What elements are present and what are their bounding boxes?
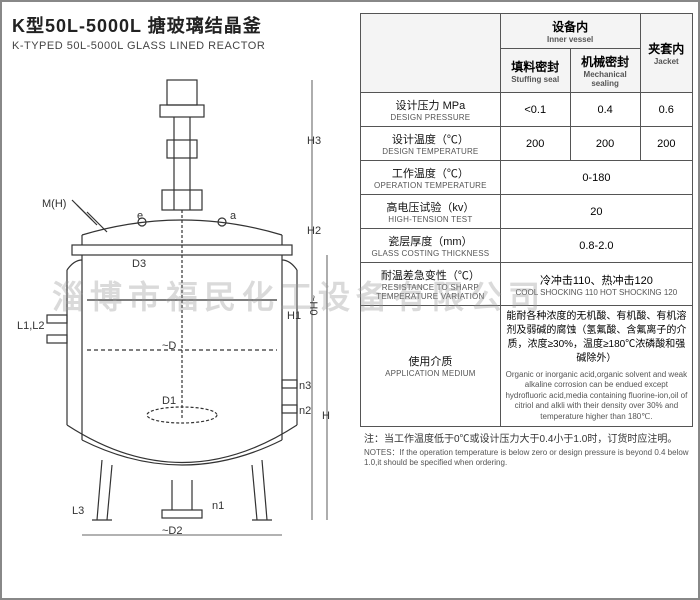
label-h3: H3 xyxy=(307,135,321,147)
notes-en: NOTES：If the operation temperature is be… xyxy=(364,448,689,469)
r2-v1: 200 xyxy=(500,127,570,161)
r6-vcn: 冷冲击110、热冲击120 xyxy=(540,275,653,287)
label-h0: ~H0 xyxy=(307,295,319,316)
r7-text-en: Organic or inorganic acid,organic solven… xyxy=(504,370,689,422)
r1-v2: 0.4 xyxy=(570,93,640,127)
r6-ven: COOL SHOCKING 110 HOT SHOCKING 120 xyxy=(504,288,689,297)
label-l1l2: L1,L2 xyxy=(17,320,45,332)
diagram-panel: K型50L-5000L 搪玻璃结晶釜 K-TYPED 50L-5000L GLA… xyxy=(2,2,360,598)
hdr-stuff-cn: 填料密封 xyxy=(511,60,559,74)
r7-text-cn: 能耐各种浓度的无机酸、有机酸、有机溶剂及弱碱的腐蚀（氢氟酸、含氟离子的介质，浓度… xyxy=(506,311,686,364)
label-e: e xyxy=(137,210,143,222)
label-l3: L3 xyxy=(72,505,84,517)
r2-en: DESIGN TEMPERATURE xyxy=(364,147,497,156)
hdr-jacket-cn: 夹套内 xyxy=(648,42,684,56)
r7-en: APPLICATION MEDIUM xyxy=(364,369,497,378)
label-d: ~D xyxy=(162,340,176,352)
r3-cn: 工作温度（℃） xyxy=(392,168,469,180)
r2-v3: 200 xyxy=(640,127,692,161)
r3-en: OPERATION TEMPERATURE xyxy=(364,181,497,190)
r5-en: GLASS COSTING THICKNESS xyxy=(364,249,497,258)
label-n1: n1 xyxy=(212,500,224,512)
hdr-stuff-en: Stuffing seal xyxy=(504,75,567,84)
label-mh: M(H) xyxy=(42,198,66,210)
label-h: H xyxy=(322,410,330,422)
r6-cn: 耐温差急变性（℃） xyxy=(381,270,480,282)
notes: 注：当工作温度低于0℃或设计压力大于0.4小于1.0时，订货时应注明。 NOTE… xyxy=(360,431,693,471)
r1-cn: 设计压力 MPa xyxy=(396,100,466,112)
hdr-mech-cn: 机械密封 xyxy=(581,55,629,69)
r7-cn: 使用介质 xyxy=(408,356,452,368)
reactor-diagram: M(H) L1,L2 L3 D3 ~D D1 ~H0 H1 H2 H3 H ~D… xyxy=(12,60,352,560)
r4-v: 20 xyxy=(500,195,692,229)
r6-en: RESISTANCE TO SHARP TEMPERATURE VARIATIO… xyxy=(364,283,497,301)
r4-en: HIGH-TENSION TEST xyxy=(364,215,497,224)
hdr-jacket-en: Jacket xyxy=(644,57,689,66)
r2-v2: 200 xyxy=(570,127,640,161)
label-h2: H2 xyxy=(307,225,321,237)
r3-v: 0-180 xyxy=(500,161,692,195)
r5-v: 0.8-2.0 xyxy=(500,229,692,263)
r2-cn: 设计温度（℃） xyxy=(392,134,469,146)
label-n2: n2 xyxy=(299,405,311,417)
notes-cn: 注：当工作温度低于0℃或设计压力大于0.4小于1.0时，订货时应注明。 xyxy=(364,434,677,445)
spec-table: 设备内Inner vessel 夹套内Jacket 填料密封Stuffing s… xyxy=(360,13,693,427)
r1-v1: <0.1 xyxy=(500,93,570,127)
r4-cn: 高电压试验（kv） xyxy=(386,202,474,214)
hdr-inner-en: Inner vessel xyxy=(504,35,637,44)
label-d1: D1 xyxy=(162,395,176,407)
label-h1: H1 xyxy=(287,310,301,322)
spec-panel: 设备内Inner vessel 夹套内Jacket 填料密封Stuffing s… xyxy=(360,2,698,598)
title-cn: K型50L-5000L 搪玻璃结晶釜 xyxy=(12,12,355,38)
label-a: a xyxy=(230,210,236,222)
label-d3: D3 xyxy=(132,258,146,270)
title-en: K-TYPED 50L-5000L GLASS LINED REACTOR xyxy=(12,40,355,52)
r1-v3: 0.6 xyxy=(640,93,692,127)
hdr-inner-cn: 设备内 xyxy=(552,20,588,34)
label-n3: n3 xyxy=(299,380,311,392)
hdr-mech-en: Mechanical sealing xyxy=(574,70,637,88)
r5-cn: 瓷层厚度（mm） xyxy=(388,236,472,248)
r1-en: DESIGN PRESSURE xyxy=(364,113,497,122)
label-d2: ~D2 xyxy=(162,525,183,537)
